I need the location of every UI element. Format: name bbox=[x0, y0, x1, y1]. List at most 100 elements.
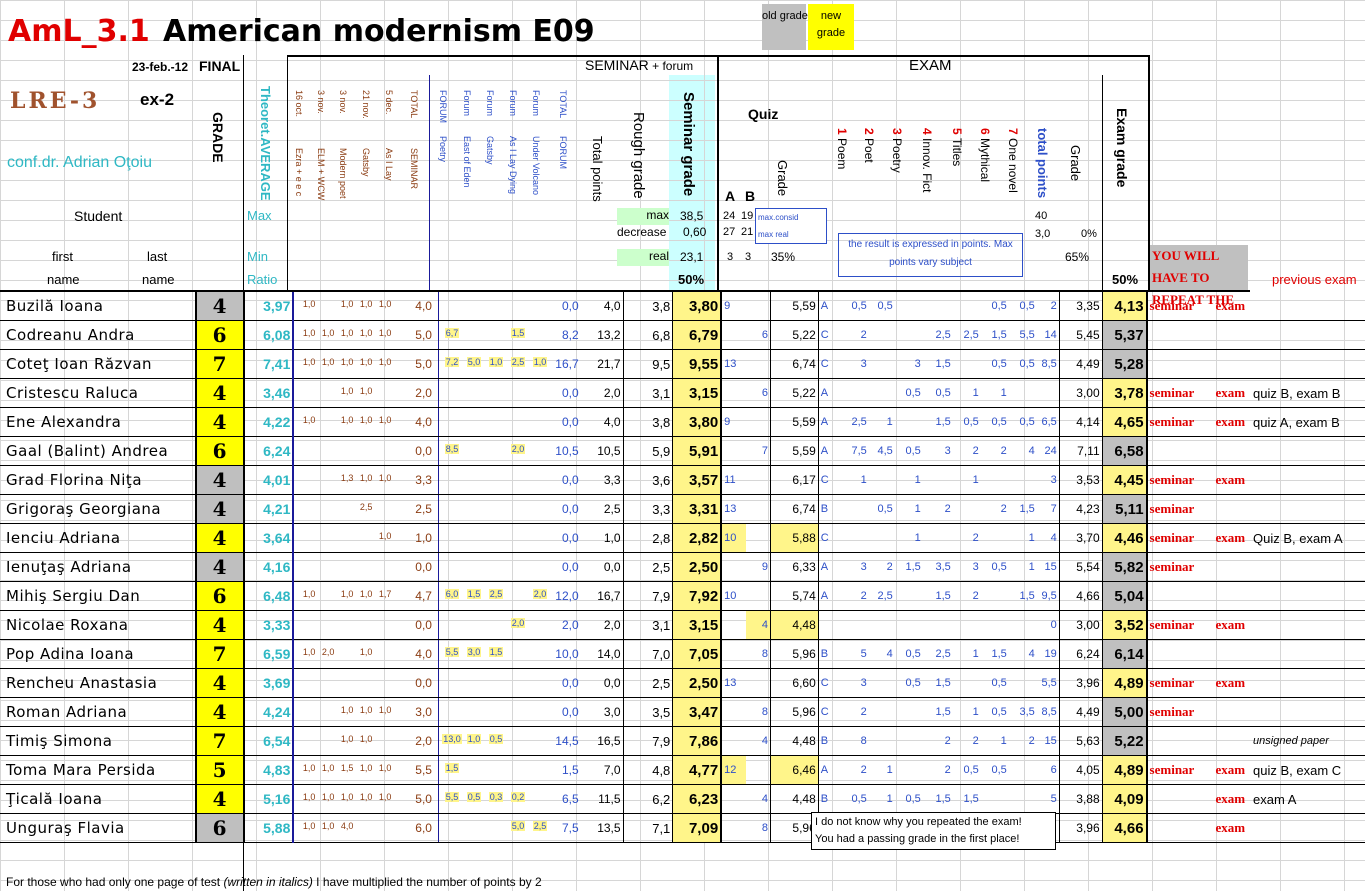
forum-score: 0,2 bbox=[510, 792, 526, 802]
exam-score: 6,5 bbox=[1041, 416, 1057, 428]
exam-subject-6: 6 Mythical bbox=[978, 128, 992, 183]
quiz-a bbox=[721, 320, 747, 350]
student-name: Unguraş Flavia bbox=[0, 813, 197, 843]
exam-score: 2,5 bbox=[963, 329, 979, 341]
exam-score: 0,5 bbox=[991, 677, 1007, 689]
forum-total: 0,0 bbox=[561, 676, 579, 690]
forum-scores: 7,2 5,0 1,0 2,5 1,0 16,7 bbox=[438, 349, 585, 379]
quiz-b bbox=[746, 755, 771, 785]
exam-score: 8,5 bbox=[1041, 358, 1057, 370]
exam-grade: 4,09 bbox=[1102, 784, 1148, 814]
exam-scores: 0 bbox=[818, 610, 1060, 640]
theoret-ratio: Ratio bbox=[247, 272, 278, 287]
exam-raw-grade: 3,96 bbox=[1058, 813, 1103, 843]
quiz-b: 8 bbox=[746, 697, 771, 727]
exam-score: 2 bbox=[944, 735, 951, 747]
final-grade: 4 bbox=[195, 378, 245, 408]
quiz-a: 11 bbox=[721, 465, 747, 495]
repeat-cell: seminar exam bbox=[1146, 755, 1252, 785]
repeat-cell bbox=[1146, 436, 1252, 466]
exam-score: 0,5 bbox=[935, 387, 951, 399]
legend-old-grade: old grade bbox=[762, 4, 808, 50]
seminar-score: 4,0 bbox=[340, 821, 354, 831]
table-row: Ienciu Adriana 4 3,64 1,0 1,0 0,0 1,0 2,8 2,82 10… bbox=[0, 523, 1365, 553]
quiz-a: 10 bbox=[721, 581, 747, 611]
exam-score: 2,5 bbox=[877, 590, 893, 602]
theoret-average: 3,97 bbox=[243, 292, 295, 321]
total-points: 2,5 bbox=[584, 494, 624, 524]
forum-score: 13,0 bbox=[442, 734, 462, 744]
exam-score: 1 bbox=[1000, 735, 1007, 747]
quiz-grade: 6,46 bbox=[770, 755, 819, 785]
quiz-b bbox=[746, 668, 771, 698]
quiz-a: 13 bbox=[721, 668, 747, 698]
decrease-label: decrease bbox=[617, 225, 667, 239]
rough-grade: 7,1 bbox=[623, 813, 673, 843]
seminar-grade: 6,79 bbox=[672, 320, 723, 350]
exam-grade: 4,45 bbox=[1102, 465, 1148, 495]
exam-raw-grade: 5,45 bbox=[1058, 320, 1103, 350]
repeat-cell: seminar exam bbox=[1146, 523, 1252, 553]
seminar-total: 3,3 bbox=[415, 473, 432, 487]
quiz-b-real: 21 bbox=[741, 226, 754, 238]
quiz-a-real: 27 bbox=[723, 226, 736, 238]
seminar-total: 4,0 bbox=[415, 299, 432, 313]
repeat-exam: exam bbox=[1215, 414, 1246, 429]
exam-grade: 4,46 bbox=[1102, 523, 1148, 553]
footer-note: For those who had only one page of test … bbox=[6, 875, 542, 889]
seminar-score: 1,0 bbox=[359, 734, 373, 744]
seminar-grade: 5,91 bbox=[672, 436, 723, 466]
forum-scores: 0,0 bbox=[438, 697, 585, 727]
exam-score: 2 bbox=[1050, 300, 1057, 312]
repeat-exam: exam bbox=[1215, 675, 1246, 690]
exam-grade: 5,04 bbox=[1102, 581, 1148, 611]
exam-scores: C 2 1,5 1 0,5 3,5 8,5 bbox=[818, 697, 1060, 727]
exam-subject-4: 4 Innov. Fict bbox=[920, 128, 934, 193]
exam-score: 1,5 bbox=[905, 561, 921, 573]
quiz-grade: 6,74 bbox=[770, 349, 819, 379]
quiz-grade: 6,74 bbox=[770, 494, 819, 524]
repeat-cell bbox=[1146, 349, 1252, 379]
exam-score: 1,5 bbox=[991, 329, 1007, 341]
exam-scores: B 8 2 2 1 2 15 bbox=[818, 726, 1060, 756]
date: 23-feb.-12 bbox=[132, 60, 189, 74]
exam-raw-grade: 5,54 bbox=[1058, 552, 1103, 582]
exam-score: 2 bbox=[972, 735, 979, 747]
repeat-seminar: seminar bbox=[1149, 559, 1195, 574]
exam-score: 8,5 bbox=[1041, 706, 1057, 718]
exam-scores: C 2 2,5 2,5 1,5 5,5 14 bbox=[818, 320, 1060, 350]
exam-score: 0,5 bbox=[991, 561, 1007, 573]
seminar-score: 1,0 bbox=[340, 415, 354, 425]
final-grade: 6 bbox=[195, 436, 245, 466]
quiz-b bbox=[746, 292, 771, 321]
table-row: Coteţ Ioan Răzvan 7 7,41 1,0 1,0 1,0 1,0 1,0 5,0… bbox=[0, 349, 1365, 379]
quiz-b: 6 bbox=[746, 378, 771, 408]
previous-exam-note bbox=[1251, 639, 1365, 669]
seminar-score: 1,0 bbox=[321, 357, 335, 367]
repeat-exam: exam bbox=[1215, 385, 1246, 400]
forum-col-3: Forum bbox=[485, 90, 495, 117]
rough-grade-header: Rough grade bbox=[630, 112, 647, 199]
seminar-score: 2,0 bbox=[321, 647, 335, 657]
repeat-seminar: seminar bbox=[1149, 472, 1195, 487]
student-name: Grad Florina Niţa bbox=[0, 465, 197, 495]
teacher-name: conf.dr. Adrian Oţoiu bbox=[7, 154, 152, 171]
last-header: last bbox=[147, 249, 168, 264]
exam-title: EXAM bbox=[909, 57, 952, 74]
total-points: 21,7 bbox=[584, 349, 624, 379]
seminar-total: 2,0 bbox=[415, 734, 432, 748]
exam-score: 0,5 bbox=[1019, 416, 1035, 428]
seminar-score: 1,0 bbox=[378, 763, 392, 773]
quiz-a bbox=[721, 610, 747, 640]
course-code: AmL_3.1 bbox=[8, 14, 150, 49]
seminar-grade: 3,57 bbox=[672, 465, 723, 495]
forum-score: 1,0 bbox=[466, 734, 482, 744]
forum-score: 0,5 bbox=[488, 734, 504, 744]
student-name: Codreanu Andra bbox=[0, 320, 197, 350]
final-grade: 4 bbox=[195, 523, 245, 553]
seminar-grade: 3,47 bbox=[672, 697, 723, 727]
repeat-exam: exam bbox=[1215, 617, 1246, 632]
exam-score: 2 bbox=[944, 503, 951, 515]
rough-grade: 3,3 bbox=[623, 494, 673, 524]
quiz-grade-header: Grade bbox=[775, 160, 790, 197]
